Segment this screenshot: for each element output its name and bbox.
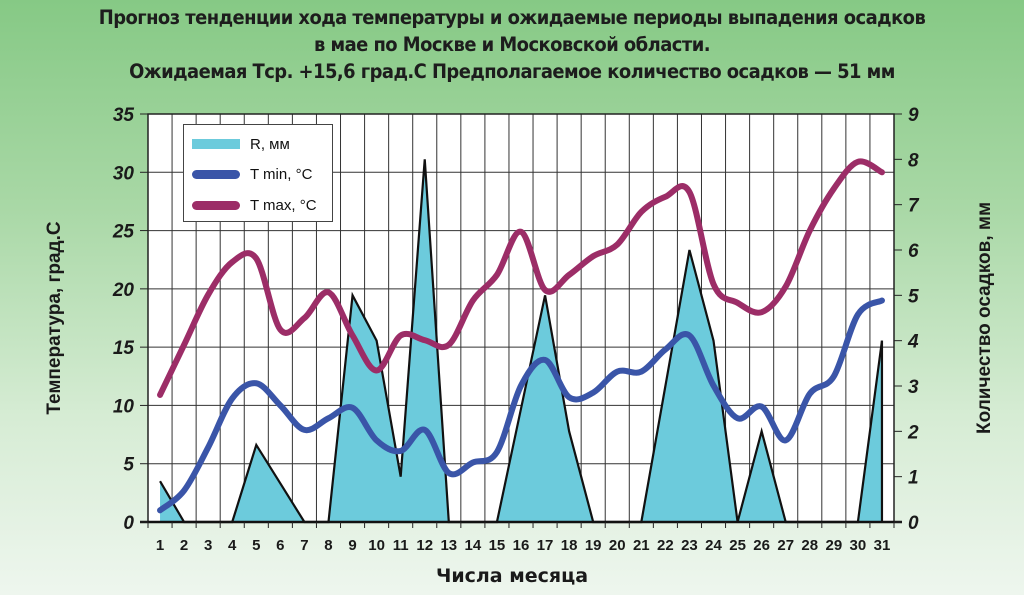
legend-label: R, мм xyxy=(250,135,290,153)
legend-label: T min, °C xyxy=(250,165,313,183)
x-tick-label: 26 xyxy=(753,537,770,554)
x-axis-label: Числа месяца xyxy=(435,565,589,587)
precip-area xyxy=(160,159,882,523)
x-tick-label: 8 xyxy=(324,537,332,554)
x-tick-label: 25 xyxy=(729,537,746,554)
y-tick-label-left: 20 xyxy=(112,280,135,301)
x-tick-label: 19 xyxy=(585,537,602,554)
legend-item-tmin: T min, °C xyxy=(192,163,312,185)
x-tick-label: 5 xyxy=(252,537,260,554)
legend-item-tmax: T max, °C xyxy=(192,194,317,216)
x-tick-label: 10 xyxy=(368,537,385,554)
x-tick-label: 23 xyxy=(681,537,698,554)
x-tick-label: 3 xyxy=(204,537,212,554)
tmax-line xyxy=(157,158,885,398)
x-tick-label: 4 xyxy=(228,537,237,554)
x-tick-label: 16 xyxy=(513,537,530,554)
legend-swatch-tmax-icon xyxy=(192,200,240,210)
y-tick-label-right: 8 xyxy=(908,150,919,171)
x-tick-label: 9 xyxy=(348,537,356,554)
title-line-3: Ожидаемая Тср. +15,6 град.С Предполагаем… xyxy=(129,60,895,83)
chart-title: Прогноз тенденции хода температуры и ожи… xyxy=(41,4,983,85)
precip-outline xyxy=(159,159,884,524)
y-tick-label-left: 5 xyxy=(123,455,134,476)
y-axis-left-label: Температура, град.С xyxy=(44,221,65,415)
y-tick-label-left: 15 xyxy=(113,338,135,359)
y-tick-label-right: 6 xyxy=(908,241,919,262)
x-tick-label: 30 xyxy=(850,537,867,554)
x-tick-label: 1 xyxy=(156,537,164,554)
y-tick-label-left: 10 xyxy=(113,396,135,417)
y-tick-label-right: 0 xyxy=(908,513,919,534)
y-tick-label-left: 35 xyxy=(113,105,135,126)
title-line-2: в мае по Москве и Московской области. xyxy=(313,33,711,56)
x-tick-label: 11 xyxy=(393,537,409,554)
y-tick-label-right: 9 xyxy=(908,105,919,126)
x-tick-label: 18 xyxy=(561,537,578,554)
y-tick-label-left: 30 xyxy=(113,163,135,184)
x-tick-label: 6 xyxy=(276,537,284,554)
x-tick-label: 17 xyxy=(537,537,554,554)
y-tick-label-left: 0 xyxy=(123,513,134,534)
x-tick-label: 31 xyxy=(874,537,891,554)
y-tick-label-right: 7 xyxy=(908,196,920,217)
legend-swatch-precip-icon xyxy=(192,139,240,149)
y-tick-label-right: 4 xyxy=(907,332,919,353)
y-tick-label-right: 2 xyxy=(907,422,919,443)
y-tick-label-right: 5 xyxy=(908,286,919,307)
title-line-1: Прогноз тенденции хода температуры и ожи… xyxy=(98,6,926,29)
x-tick-label: 7 xyxy=(300,537,308,554)
legend-item-precip: R, мм xyxy=(192,133,290,155)
x-tick-label: 14 xyxy=(465,537,482,554)
legend: R, мм T min, °C T max, °C xyxy=(183,124,333,222)
y-tick-label-left: 25 xyxy=(112,222,135,243)
x-tick-label: 15 xyxy=(489,537,506,554)
legend-swatch-tmin-icon xyxy=(192,169,240,179)
x-tick-label: 28 xyxy=(801,537,818,554)
x-tick-label: 29 xyxy=(825,537,842,554)
x-tick-label: 13 xyxy=(440,537,457,554)
y-axis-right-label: Количество осадков, мм xyxy=(974,201,995,435)
x-tick-label: 27 xyxy=(777,537,794,554)
x-tick-label: 2 xyxy=(180,537,188,554)
y-tick-label-right: 1 xyxy=(908,468,919,489)
x-tick-label: 20 xyxy=(609,537,626,554)
x-tick-label: 22 xyxy=(657,537,674,554)
x-tick-label: 24 xyxy=(705,537,722,554)
x-tick-label: 21 xyxy=(633,537,650,554)
x-tick-label: 12 xyxy=(416,537,433,554)
tmin-line xyxy=(157,297,885,514)
y-tick-label-right: 3 xyxy=(908,377,919,398)
legend-label: T max, °C xyxy=(250,196,317,214)
